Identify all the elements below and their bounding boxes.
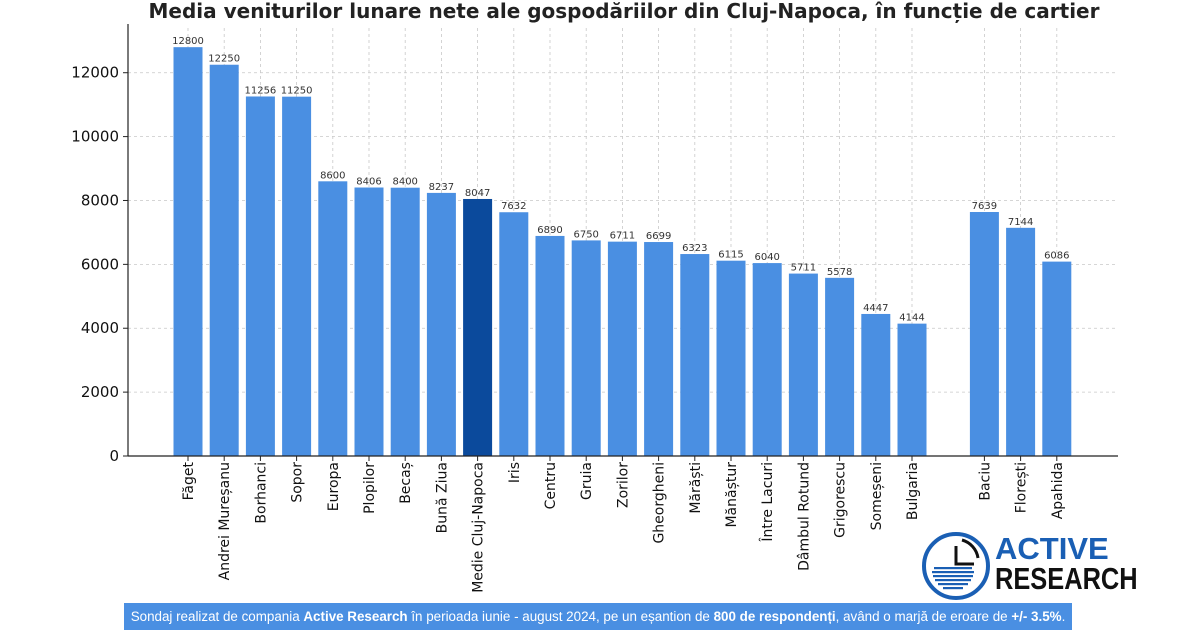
category-label: Apahida <box>1050 462 1066 519</box>
category-label: Centru <box>543 462 559 509</box>
footer-margin: +/- 3.5% <box>1011 609 1062 624</box>
bar <box>1006 227 1036 456</box>
bar-value-label: 8600 <box>320 170 345 181</box>
bar-value-label: 12250 <box>208 54 240 65</box>
y-tick-label: 8000 <box>81 191 119 209</box>
bar-value-label: 8400 <box>392 177 417 188</box>
bar-value-label: 6890 <box>537 225 562 236</box>
bar <box>897 323 927 456</box>
bar <box>680 254 710 456</box>
footer-text-2: în perioada iunie - august 2024, pe un e… <box>407 609 714 624</box>
category-label: Baciu <box>977 462 993 501</box>
bar <box>173 47 203 456</box>
bar <box>463 198 493 456</box>
category-label: Florești <box>1014 462 1030 513</box>
bar-value-label: 6115 <box>718 250 743 261</box>
chart-title: Media veniturilor lunare nete ale gospod… <box>149 0 1100 23</box>
category-label: Mănăștur <box>724 462 740 528</box>
category-label: Sopor <box>290 462 306 503</box>
bar-value-label: 11250 <box>281 86 313 97</box>
bar <box>571 240 601 456</box>
bar <box>861 313 891 456</box>
bar-value-label: 8047 <box>465 188 490 199</box>
category-label: Între Lacuri <box>758 462 776 543</box>
footer-text-4: . <box>1061 609 1066 624</box>
footer-company: Active Research <box>303 609 408 624</box>
y-tick-label: 6000 <box>81 255 119 273</box>
bar <box>390 187 420 457</box>
bar <box>245 96 275 456</box>
logo-text: ACTIVE RESEARCH <box>995 531 1169 596</box>
category-label: Borhanci <box>253 462 269 524</box>
footer-text-1: Sondaj realizat de compania <box>130 609 304 624</box>
bar-value-label: 4447 <box>863 303 888 314</box>
category-label: Bulgaria <box>905 462 921 520</box>
bar <box>644 242 674 456</box>
bar <box>282 96 312 457</box>
category-label: Făget <box>181 461 197 500</box>
bar-value-label: 5711 <box>791 263 816 274</box>
bar-value-label: 7639 <box>972 201 997 212</box>
bar <box>969 212 999 456</box>
category-label: Zorilor <box>615 462 631 508</box>
bar-value-label: 6040 <box>754 252 779 263</box>
labels: 0 2000 4000 6000 8000 10000 12000 12800 Făget 122… <box>71 36 1069 593</box>
bars <box>173 47 1072 457</box>
bar-value-label: 6711 <box>610 231 635 242</box>
category-label: Gheorgheni <box>652 462 668 544</box>
bar-value-label: 6086 <box>1044 251 1069 262</box>
bar <box>788 273 818 456</box>
category-label: Mărăști <box>688 462 704 514</box>
y-tick-label: 2000 <box>81 383 119 401</box>
bar <box>318 181 348 457</box>
bar <box>354 187 384 456</box>
category-label: Gruia <box>579 462 595 500</box>
bar-value-label: 7144 <box>1008 217 1033 228</box>
bar <box>1042 261 1072 456</box>
y-tick-label: 10000 <box>71 128 119 146</box>
bar <box>535 235 565 456</box>
bar-value-label: 6699 <box>646 231 671 242</box>
bar-value-label: 6750 <box>573 229 598 240</box>
category-label: Medie Cluj-Napoca <box>471 462 487 593</box>
category-label: Andrei Mureșanu <box>217 462 233 580</box>
category-label: Plopilor <box>362 462 378 514</box>
axes <box>123 24 1118 461</box>
category-label: Dâmbul Rotund <box>796 462 812 571</box>
bar-value-label: 4144 <box>899 313 924 324</box>
bar-value-label: 7632 <box>501 201 526 212</box>
bar <box>426 192 456 456</box>
category-label: Someșeni <box>869 462 885 530</box>
bar-value-label: 12800 <box>172 36 204 47</box>
logo-line-active: ACTIVE <box>995 531 1109 566</box>
y-tick-label: 4000 <box>81 319 119 337</box>
bar-value-label: 5578 <box>827 267 852 278</box>
y-tick-label: 0 <box>109 447 119 465</box>
category-label: Europa <box>326 462 342 511</box>
bar-value-label: 8237 <box>429 182 454 193</box>
active-research-logo-icon <box>922 532 990 600</box>
y-tick-label: 12000 <box>71 64 119 82</box>
bar-value-label: 6323 <box>682 243 707 254</box>
bar-value-label: 11256 <box>244 85 276 96</box>
bar <box>716 260 746 456</box>
survey-footer-note: Sondaj realizat de compania Active Resea… <box>124 603 1072 630</box>
bar <box>209 64 239 456</box>
bar <box>752 263 782 456</box>
bar <box>825 277 855 456</box>
bar <box>499 212 529 456</box>
category-label: Iris <box>507 462 523 483</box>
footer-sample: 800 de respondenți <box>713 609 836 624</box>
logo-line-research: RESEARCH <box>995 561 1138 596</box>
bar-value-label: 8406 <box>356 177 381 188</box>
category-label: Grigorescu <box>833 462 849 538</box>
bar <box>607 241 637 456</box>
category-label: Bună Ziua <box>434 462 450 533</box>
category-label: Becaș <box>398 462 414 504</box>
footer-text-3: , având o marjă de eroare de <box>835 609 1012 624</box>
